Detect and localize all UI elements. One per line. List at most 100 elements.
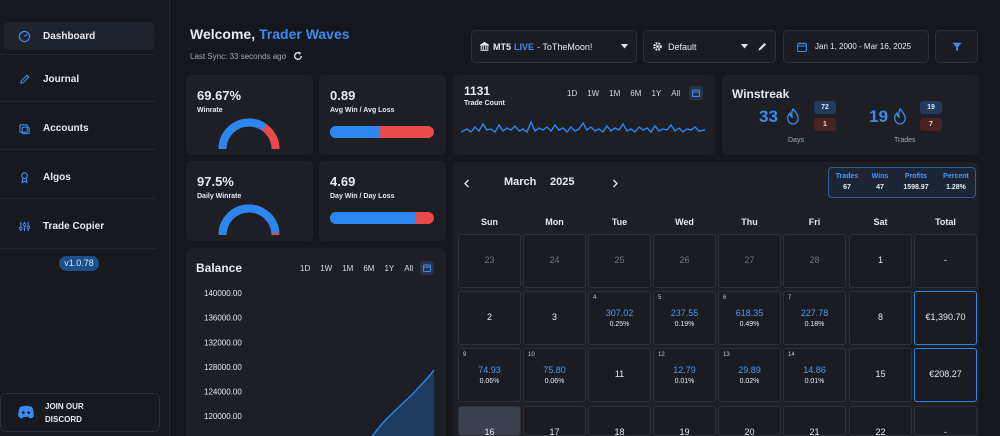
tab-range-1w[interactable]: 1W — [587, 89, 600, 98]
calendar-day-cell[interactable]: 2 — [458, 291, 521, 345]
calendar-trade-day-cell[interactable]: 6 618.35 0.49% — [718, 291, 781, 345]
tab-range-all[interactable]: All — [404, 264, 414, 273]
avg-win-loss-card: 0.89 Avg Win / Avg Loss — [319, 75, 446, 155]
avg-win-loss-label: Avg Win / Avg Loss — [330, 107, 395, 114]
winstreak-card: Winstreak 33 72 1 Days 19 19 7 Trades — [722, 75, 979, 155]
trade-count-calendar-button[interactable] — [689, 86, 703, 100]
day-number: 4 — [593, 295, 597, 301]
day-win-loss-bar-fill — [330, 212, 416, 224]
date-range-text: Jan 1, 2000 - Mar 16, 2025 — [815, 42, 912, 51]
chevron-down-icon — [621, 44, 628, 49]
chevron-left-icon[interactable] — [463, 179, 470, 188]
calendar-trade-day-cell[interactable]: 7 227.78 0.18% — [783, 291, 846, 345]
account-select[interactable]: MT5 LIVE - ToTheMoon! — [471, 30, 637, 63]
sidebar-item-algos[interactable]: Algos — [4, 163, 155, 191]
day-pnl: 14.86 — [803, 365, 826, 375]
winrate-label: Winrate — [197, 107, 223, 114]
calendar-day-cell[interactable]: 1 — [849, 234, 912, 288]
avg-win-loss-bar — [330, 126, 434, 138]
calendar-day-cell[interactable]: 21 — [783, 406, 846, 436]
day-number: 15 — [875, 369, 886, 379]
tab-range-6m[interactable]: 6M — [630, 89, 642, 98]
edit-icon[interactable] — [757, 41, 768, 52]
calendar-day-cell[interactable]: 8 — [849, 291, 912, 345]
tab-range-1w[interactable]: 1W — [320, 264, 333, 273]
trade-count-value: 1131 — [464, 84, 491, 98]
divider — [0, 54, 156, 55]
sidebar-item-dashboard[interactable]: Dashboard — [4, 22, 155, 50]
day-number: 20 — [744, 427, 755, 436]
balance-title: Balance — [196, 261, 243, 275]
calendar-trade-day-cell[interactable]: 14 14.86 0.01% — [783, 348, 846, 402]
tab-range-1d[interactable]: 1D — [567, 89, 578, 98]
calendar-day-cell[interactable]: 15 — [849, 348, 912, 402]
sidebar-item-label: Journal — [43, 73, 80, 85]
calendar-trade-day-cell[interactable]: 4 307.02 0.25% — [588, 291, 651, 345]
day-pnl: 74.93 — [478, 365, 501, 375]
daily-winrate-gauge-fill — [218, 204, 280, 236]
calendar-trade-day-cell[interactable]: 9 74.93 0.06% — [458, 348, 521, 402]
calendar-day-cell-today[interactable]: 16 — [458, 406, 521, 436]
balance-range-tabs: 1D 1W 1M 6M 1Y All — [300, 264, 423, 273]
week-total-value: €1,390.70 — [925, 312, 966, 322]
sidebar-item-accounts[interactable]: Accounts — [4, 114, 155, 142]
calendar-day-cell[interactable]: 26 — [653, 234, 716, 288]
filter-button[interactable] — [935, 30, 978, 63]
layout-select[interactable]: Default — [643, 30, 776, 63]
calendar-trade-day-cell[interactable]: 5 237.55 0.19% — [653, 291, 716, 345]
chevron-right-icon[interactable] — [612, 179, 619, 188]
divider — [0, 149, 156, 150]
day-number: 19 — [679, 427, 690, 436]
tab-range-6m[interactable]: 6M — [363, 264, 375, 273]
winrate-card: 69.67% Winrate — [186, 75, 313, 155]
tab-range-all[interactable]: All — [671, 89, 681, 98]
winstreak-days-label: Days — [788, 137, 804, 144]
day-pnl: 307.02 — [605, 308, 634, 318]
day-number: 3 — [551, 312, 557, 322]
day-percent: 0.06% — [479, 378, 500, 385]
balance-card: Balance 1D 1W 1M 6M 1Y All 140000.00 1360… — [186, 248, 446, 436]
day-win-loss-value: 4.69 — [330, 174, 356, 189]
calendar-day-cell[interactable]: 22 — [849, 406, 912, 436]
weekday-fri: Fri — [808, 217, 821, 227]
day-number: 5 — [658, 295, 662, 301]
refresh-icon[interactable] — [293, 51, 303, 61]
sidebar-item-journal[interactable]: Journal — [4, 65, 155, 93]
summary-percent-label: Percent — [943, 173, 969, 180]
winstreak-trades-value: 19 — [869, 107, 888, 126]
calendar-day-cell[interactable]: 25 — [588, 234, 651, 288]
divider — [0, 198, 156, 199]
balance-area — [341, 370, 434, 436]
calendar-day-cell[interactable]: 20 — [718, 406, 781, 436]
calendar-day-cell[interactable]: 24 — [523, 234, 586, 288]
calendar-day-cell[interactable]: 23 — [458, 234, 521, 288]
calendar-day-cell[interactable]: 3 — [523, 291, 586, 345]
calendar-day-cell[interactable]: 27 — [718, 234, 781, 288]
account-name: - ToTheMoon! — [537, 41, 593, 52]
calendar-day-cell[interactable]: 18 — [588, 406, 651, 436]
summary-wins-label: Wins — [871, 173, 889, 180]
sliders-icon — [18, 221, 31, 231]
calendar-day-cell[interactable]: 17 — [523, 406, 586, 436]
tab-range-1y[interactable]: 1Y — [651, 89, 662, 98]
tab-range-1m[interactable]: 1M — [609, 89, 621, 98]
winstreak-trades-label: Trades — [894, 137, 916, 144]
day-win-loss-bar — [330, 212, 434, 224]
calendar-day-cell[interactable]: 19 — [653, 406, 716, 436]
tab-range-1m[interactable]: 1M — [342, 264, 354, 273]
tab-range-1d[interactable]: 1D — [300, 264, 311, 273]
sidebar-item-trade-copier[interactable]: Trade Copier — [4, 212, 155, 240]
calendar-trade-day-cell[interactable]: 10 75.80 0.06% — [523, 348, 586, 402]
date-range-picker[interactable]: Jan 1, 2000 - Mar 16, 2025 — [783, 30, 929, 63]
calendar-trade-day-cell[interactable]: 13 29.89 0.02% — [718, 348, 781, 402]
y-tick-label: 128000.00 — [204, 363, 242, 372]
day-number: 23 — [484, 255, 495, 265]
calendar-day-cell[interactable]: 11 — [588, 348, 651, 402]
tab-range-1y[interactable]: 1Y — [384, 264, 395, 273]
day-pnl: 12.79 — [673, 365, 696, 375]
calendar-trade-day-cell[interactable]: 12 12.79 0.01% — [653, 348, 716, 402]
join-discord-button[interactable]: JOIN OUR DISCORD — [0, 393, 160, 432]
balance-calendar-button[interactable] — [420, 261, 434, 275]
day-number: 11 — [614, 369, 625, 379]
calendar-day-cell[interactable]: 28 — [783, 234, 846, 288]
